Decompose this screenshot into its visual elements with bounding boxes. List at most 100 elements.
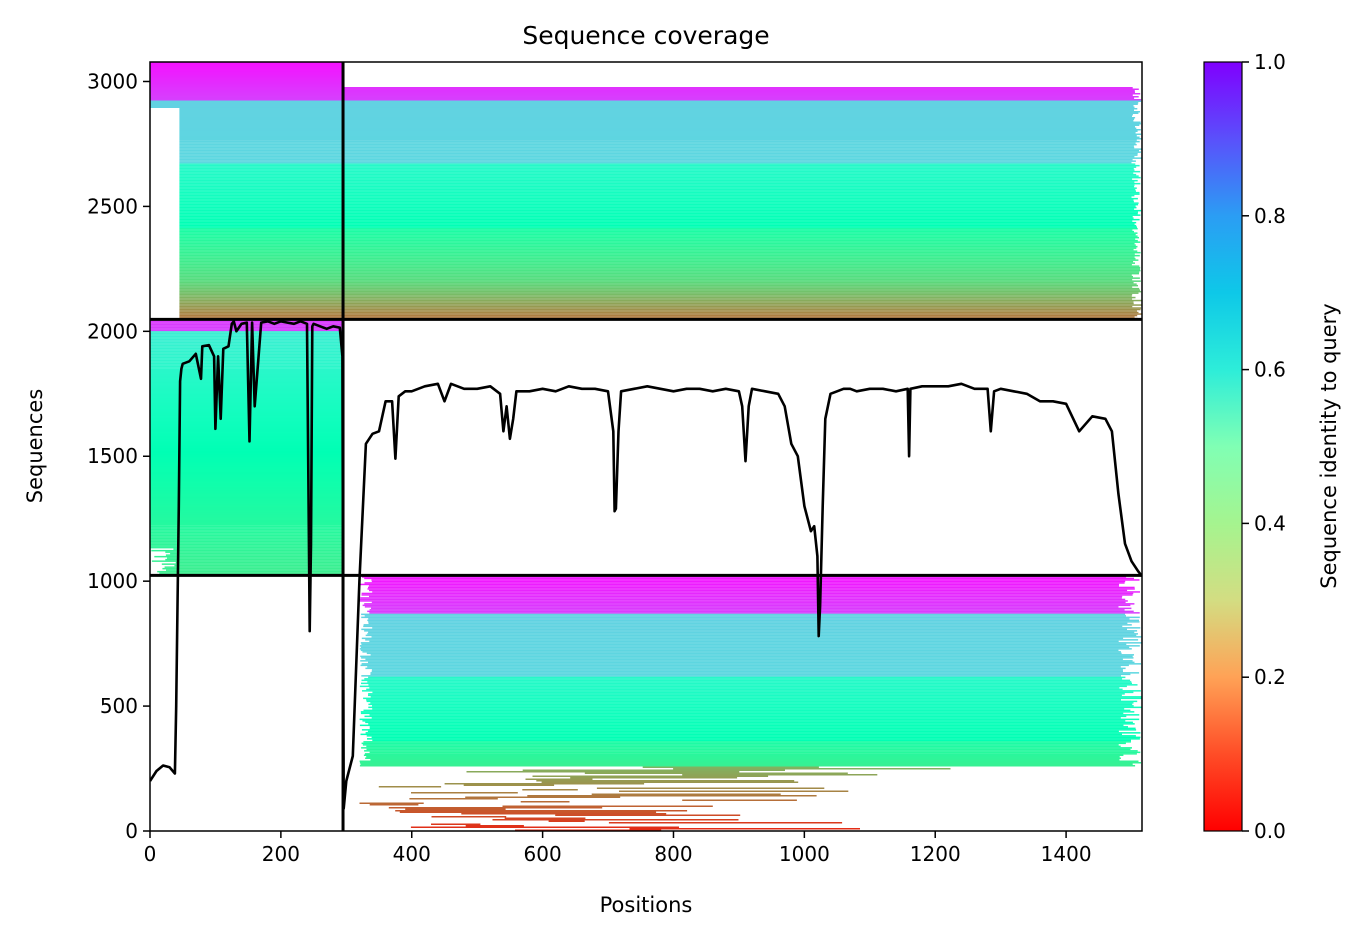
heatmap-row [395, 810, 688, 812]
heatmap-row [466, 771, 740, 773]
heatmap-row [361, 592, 1134, 595]
heatmap-row [150, 517, 343, 519]
heatmap-row [179, 120, 1134, 122]
heatmap-row [150, 455, 343, 457]
heatmap-row [179, 149, 1139, 152]
heatmap-row [179, 298, 1133, 300]
heatmap-row [520, 801, 570, 803]
heatmap-row [179, 114, 1133, 116]
heatmap-row [150, 467, 343, 469]
heatmap-row [179, 199, 1134, 201]
y-tick-label: 0 [125, 819, 138, 843]
heatmap-row [179, 263, 1132, 266]
heatmap-row [360, 655, 1133, 658]
heatmap-row [150, 463, 343, 465]
heatmap-row [150, 376, 343, 378]
heatmap-row [150, 385, 343, 387]
heatmap-row [179, 142, 1136, 144]
heatmap-row [364, 678, 1123, 680]
heatmap-row [150, 392, 343, 394]
heatmap-row [179, 176, 1141, 179]
heatmap-row [150, 536, 343, 538]
heatmap-row [173, 548, 343, 550]
heatmap-row [150, 105, 1134, 107]
heatmap-row [179, 254, 1140, 257]
heatmap-row [372, 705, 1134, 707]
heatmap-row [179, 108, 1138, 110]
heatmap-row [150, 475, 343, 477]
heatmap-row [150, 461, 343, 463]
heatmap-row [365, 634, 1137, 637]
heatmap-row [150, 421, 343, 423]
heatmap-row [179, 262, 1135, 264]
heatmap-row [673, 768, 951, 770]
heatmap-row [150, 418, 343, 420]
y-tick-label: 1500 [87, 444, 138, 468]
heatmap-row [179, 311, 1139, 314]
heatmap-row [150, 386, 343, 388]
heatmap-row [361, 576, 1127, 578]
heatmap-row [372, 627, 1141, 629]
heatmap-row [179, 293, 1133, 296]
heatmap-row [150, 87, 1133, 89]
heatmap-row [150, 431, 343, 433]
heatmap-row [368, 706, 1142, 709]
heatmap-row [175, 561, 343, 564]
heatmap-row [150, 425, 343, 427]
heatmap-row [150, 508, 343, 510]
heatmap-row [368, 631, 1135, 634]
heatmap-row [179, 170, 1141, 173]
heatmap-row [548, 820, 585, 822]
heatmap-row [179, 296, 1136, 299]
heatmap-row [150, 512, 343, 514]
heatmap-row [179, 281, 1134, 284]
heatmap-row [364, 615, 1126, 617]
heatmap-row [179, 286, 1133, 288]
heatmap-row [179, 115, 1132, 117]
heatmap-row [179, 308, 1141, 311]
heatmap-row [179, 151, 1141, 153]
heatmap-row [179, 129, 1141, 131]
heatmap-row [150, 445, 343, 447]
heatmap-row [150, 514, 343, 516]
heatmap-row [179, 284, 1138, 287]
heatmap-row [371, 636, 1142, 638]
heatmap-row [179, 208, 1135, 210]
heatmap-row [150, 380, 343, 382]
heatmap-row [179, 211, 1138, 213]
heatmap-row [150, 75, 343, 77]
heatmap-row [159, 572, 343, 574]
heatmap-row [492, 819, 739, 821]
heatmap-row [368, 723, 1135, 725]
colorbar-tick-label: 0.2 [1254, 665, 1286, 689]
heatmap-row [365, 658, 1123, 661]
x-axis: 0 200 400 600 800 1000 1200 1400 [144, 831, 1092, 866]
heatmap-row [150, 502, 343, 504]
coverage-line [150, 320, 1142, 810]
heatmap-row [369, 727, 1136, 730]
heatmap-row [522, 789, 578, 791]
plot-area [150, 62, 1142, 831]
heatmap-row [371, 601, 1126, 604]
heatmap-row [150, 79, 343, 81]
heatmap-row [179, 196, 1132, 198]
heatmap-row [179, 202, 1139, 204]
heatmap-row [150, 487, 343, 489]
heatmap-row [179, 212, 1138, 215]
heatmap-row [150, 103, 1138, 105]
heatmap-row [150, 419, 343, 421]
heatmap-row [150, 500, 343, 502]
heatmap-row [359, 645, 1140, 647]
heatmap-row [157, 570, 343, 573]
heatmap-row [368, 586, 1135, 589]
heatmap-row [179, 250, 1138, 252]
heatmap-row [465, 825, 524, 827]
heatmap-row [150, 93, 1141, 95]
heatmap-row [370, 759, 1120, 761]
heatmap-row [363, 709, 1131, 712]
heatmap-row [359, 648, 1132, 650]
heatmap-row [179, 301, 1134, 303]
heatmap-row [179, 271, 1140, 273]
heatmap-row [179, 182, 1141, 185]
